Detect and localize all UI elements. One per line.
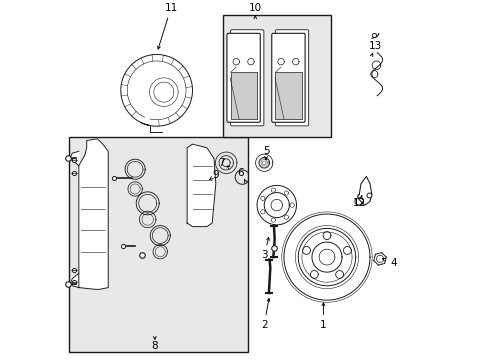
FancyBboxPatch shape <box>275 30 308 126</box>
Text: 9: 9 <box>212 170 219 180</box>
Text: 1: 1 <box>320 320 326 330</box>
Polygon shape <box>70 151 79 166</box>
Bar <box>230 72 256 119</box>
Bar <box>69 137 247 352</box>
Text: 10: 10 <box>248 3 261 13</box>
Text: 2: 2 <box>261 320 267 330</box>
Text: 13: 13 <box>368 41 381 50</box>
FancyBboxPatch shape <box>271 33 305 122</box>
Polygon shape <box>79 139 108 289</box>
Text: 11: 11 <box>164 3 177 13</box>
Polygon shape <box>70 273 79 288</box>
Text: 3: 3 <box>261 250 267 260</box>
FancyBboxPatch shape <box>230 30 264 126</box>
Text: 6: 6 <box>237 168 244 178</box>
Text: 8: 8 <box>151 341 158 351</box>
Bar <box>275 72 301 119</box>
Text: 5: 5 <box>262 146 269 156</box>
Text: 7: 7 <box>218 158 224 168</box>
Bar <box>223 15 330 137</box>
FancyBboxPatch shape <box>226 33 260 122</box>
Polygon shape <box>187 144 215 226</box>
Text: 12: 12 <box>352 198 365 208</box>
Text: 4: 4 <box>389 258 396 268</box>
